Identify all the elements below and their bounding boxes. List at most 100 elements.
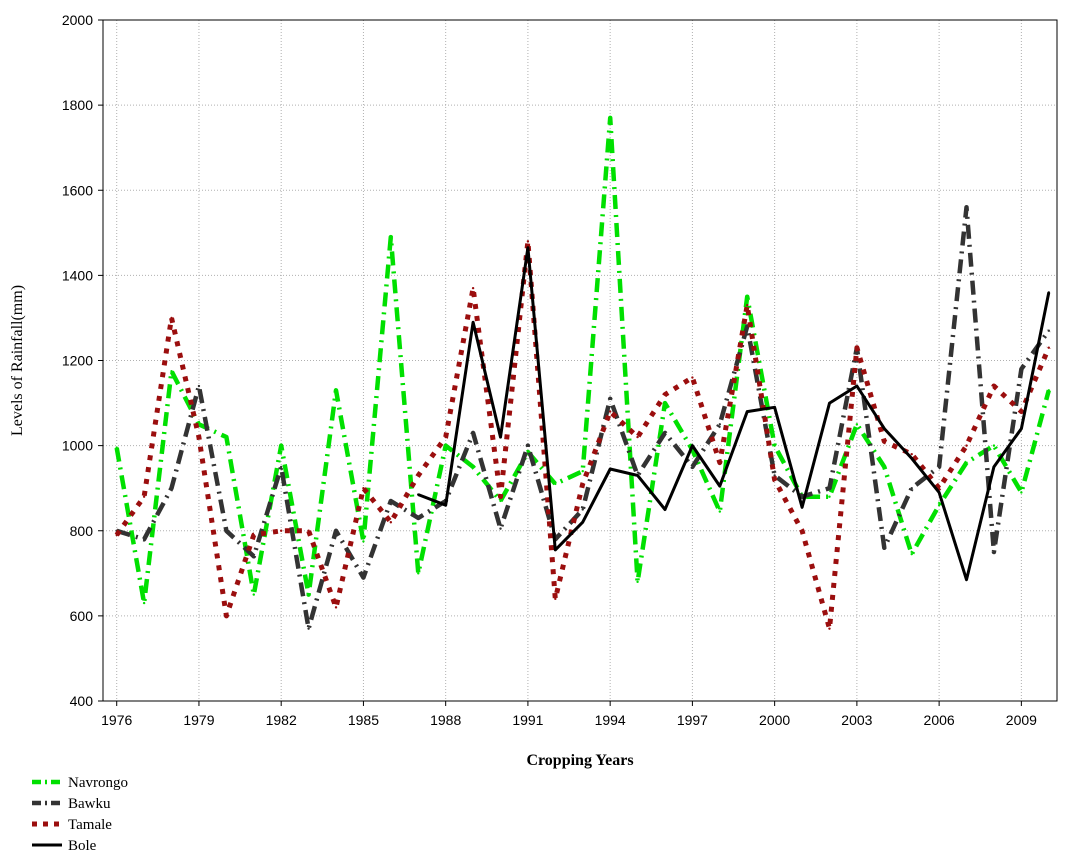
legend: Navrongo Bawku Tamale Bole <box>32 775 128 854</box>
data-point-navrongo <box>636 580 639 584</box>
data-point-tamale <box>883 440 886 443</box>
data-point-bole <box>746 410 749 413</box>
data-point-navrongo <box>389 235 393 239</box>
data-point-bawku <box>883 546 886 549</box>
data-point-bole <box>444 504 447 507</box>
data-point-navrongo <box>142 601 146 605</box>
data-point-bole <box>1047 291 1050 294</box>
data-point-bole <box>526 246 530 249</box>
data-point-tamale <box>252 533 255 537</box>
data-point-tamale <box>389 521 393 524</box>
data-point-bole <box>581 521 584 524</box>
data-point-bole <box>910 457 913 460</box>
data-point-bawku <box>937 465 941 469</box>
data-point-navrongo <box>992 444 996 447</box>
data-point-tamale <box>1020 410 1023 413</box>
data-point-bole <box>992 465 996 469</box>
y-tick-label: 1800 <box>62 97 93 113</box>
data-point-tamale <box>773 478 776 481</box>
data-point-bawku <box>362 576 365 579</box>
data-point-bawku <box>170 486 173 490</box>
data-point-navrongo <box>608 116 612 120</box>
data-point-navrongo <box>279 444 283 447</box>
data-point-navrongo <box>417 572 420 575</box>
data-point-bole <box>800 506 804 509</box>
data-point-tamale <box>965 444 968 447</box>
data-point-navrongo <box>170 369 173 373</box>
data-point-tamale <box>663 393 667 396</box>
data-point-bawku <box>910 486 913 490</box>
data-point-navrongo <box>225 435 228 439</box>
data-point-bawku <box>197 384 201 388</box>
data-point-bawku <box>992 550 996 554</box>
data-point-navrongo <box>334 389 338 392</box>
data-point-navrongo <box>773 444 776 447</box>
data-point-navrongo <box>1020 491 1023 494</box>
data-point-tamale <box>362 486 365 490</box>
x-tick-label: 1985 <box>348 712 379 728</box>
data-point-bole <box>855 384 859 388</box>
data-point-bole <box>636 474 639 477</box>
y-tick-label: 1600 <box>62 182 93 198</box>
data-point-tamale <box>142 495 146 498</box>
data-point-bawku <box>828 486 831 490</box>
data-point-bole <box>663 508 667 511</box>
data-point-bawku <box>279 465 283 469</box>
x-axis-title: Cropping Years <box>526 752 633 769</box>
data-point-bawku <box>800 495 804 498</box>
x-tick-label: 2003 <box>841 712 872 728</box>
y-tick-label: 1200 <box>62 353 93 369</box>
data-point-bole <box>773 406 776 409</box>
data-point-bole <box>608 467 612 471</box>
data-point-tamale <box>279 529 283 532</box>
x-tick-label: 1997 <box>677 712 708 728</box>
data-point-bawku <box>252 555 255 558</box>
data-point-tamale <box>828 627 831 630</box>
data-point-bawku <box>718 423 722 426</box>
data-point-tamale <box>636 435 639 439</box>
data-point-bawku <box>1047 329 1050 332</box>
series-line-navrongo <box>114 115 1051 606</box>
data-point-bawku <box>499 527 502 530</box>
y-tick-label: 1400 <box>62 267 93 283</box>
legend-label-bawku: Bawku <box>68 796 111 812</box>
data-point-bawku <box>1020 367 1023 371</box>
data-point-tamale <box>581 482 584 486</box>
data-point-bawku <box>691 465 694 469</box>
data-point-tamale <box>1047 346 1050 349</box>
data-point-tamale <box>608 410 612 413</box>
data-point-bole <box>1020 427 1023 430</box>
data-point-navrongo <box>252 593 255 596</box>
data-point-navrongo <box>965 461 968 464</box>
data-point-tamale <box>855 346 859 349</box>
legend-label-tamale: Tamale <box>68 817 112 833</box>
data-point-tamale <box>197 435 201 439</box>
data-point-bawku <box>526 444 530 447</box>
grid <box>103 19 1057 702</box>
data-point-navrongo <box>526 450 530 454</box>
data-point-navrongo <box>910 552 913 556</box>
data-point-navrongo <box>663 401 667 405</box>
data-point-tamale <box>170 316 173 320</box>
data-point-navrongo <box>444 444 447 447</box>
series-layer <box>114 115 1052 632</box>
data-point-bole <box>718 484 722 488</box>
y-tick-label: 600 <box>70 608 94 624</box>
x-tick-label: 1979 <box>183 712 214 728</box>
data-point-bawku <box>608 397 612 401</box>
data-point-navrongo <box>115 446 118 449</box>
data-point-navrongo <box>828 495 831 498</box>
x-tick-label: 1994 <box>595 712 626 728</box>
data-point-bawku <box>663 431 667 435</box>
data-point-bawku <box>307 627 310 630</box>
y-tick-label: 1000 <box>62 438 93 454</box>
data-point-tamale <box>471 286 475 290</box>
data-point-tamale <box>746 303 749 307</box>
data-point-tamale <box>225 614 228 618</box>
data-point-bawku <box>389 499 393 503</box>
x-tick-label: 1982 <box>266 712 297 728</box>
legend-label-navrongo: Navrongo <box>68 775 128 791</box>
data-point-navrongo <box>746 295 749 298</box>
data-point-navrongo <box>362 540 365 543</box>
